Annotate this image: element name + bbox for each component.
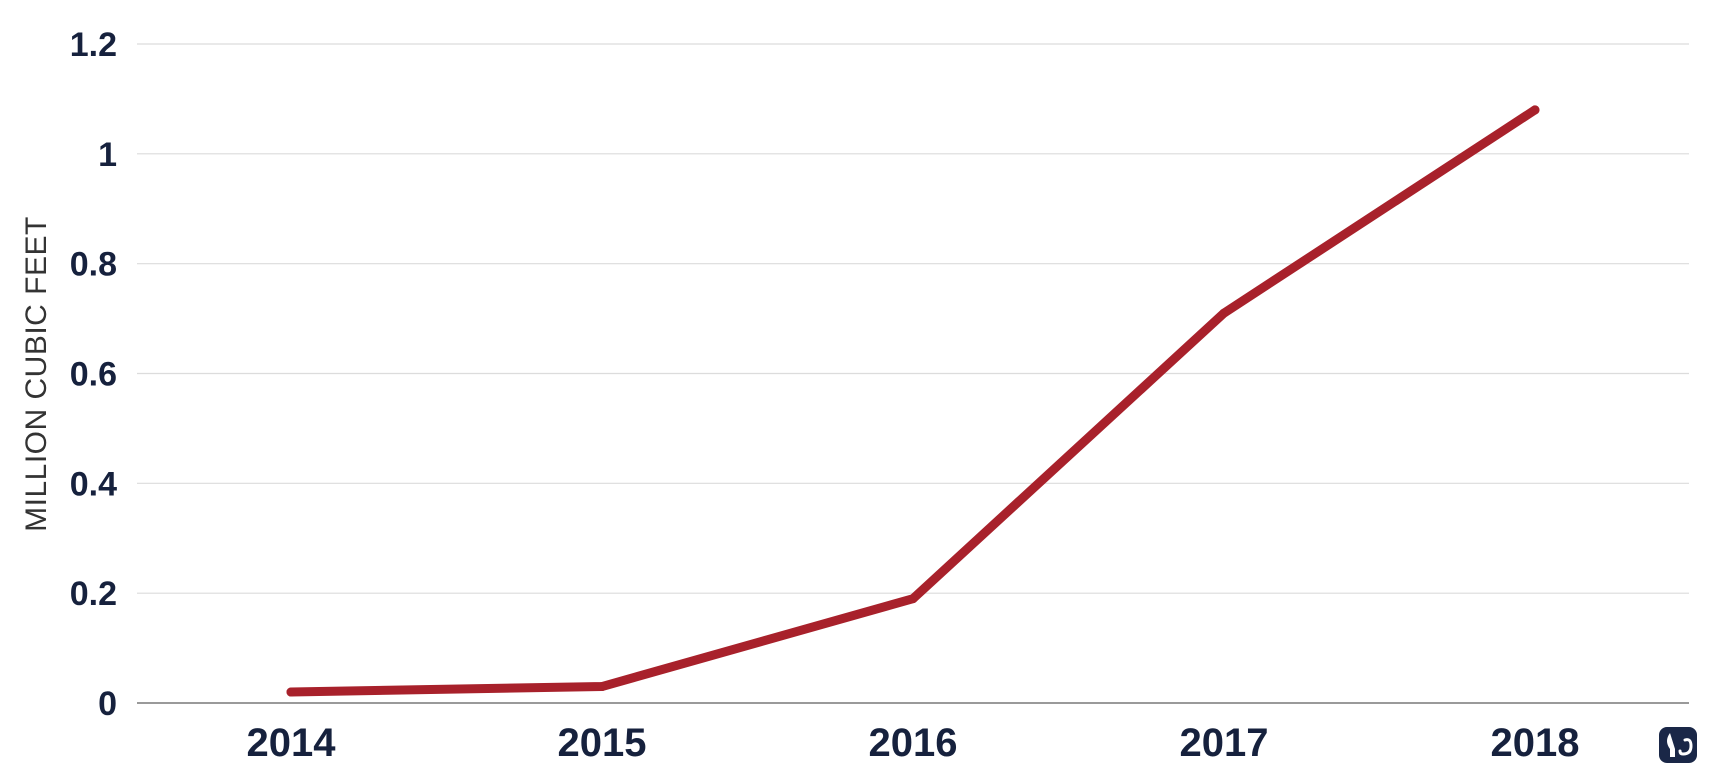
y-tick-label: 0.4 (70, 465, 117, 503)
data-point (597, 682, 607, 692)
y-tick-label: 0.8 (70, 246, 117, 284)
series-line (286, 105, 1540, 697)
gridlines (137, 43, 1689, 594)
data-point (1219, 308, 1229, 318)
y-tick-label: 0 (98, 685, 117, 723)
y-axis-title: MILLION CUBIC FEET (20, 216, 53, 532)
x-tick-label: 2016 (869, 721, 958, 765)
x-tick-label: 2015 (558, 721, 647, 765)
y-tick-label: 0.6 (70, 356, 117, 394)
y-axis-tick-labels: 0 0.2 0.4 0.6 0.8 1 1.2 (70, 26, 117, 723)
data-point (908, 594, 918, 604)
y-tick-label: 0.2 (70, 575, 117, 613)
x-tick-label: 2017 (1180, 721, 1269, 765)
data-point (1530, 105, 1540, 115)
x-tick-label: 2014 (247, 721, 337, 765)
x-axis-tick-labels: 2014 2015 2016 2017 2018 (247, 721, 1580, 765)
data-point (286, 687, 296, 697)
y-tick-label: 1.2 (70, 26, 117, 64)
y-tick-label: 1 (98, 136, 117, 174)
x-tick-label: 2018 (1491, 721, 1580, 765)
elephant-icon (1659, 727, 1697, 763)
series-layer (286, 105, 1540, 697)
